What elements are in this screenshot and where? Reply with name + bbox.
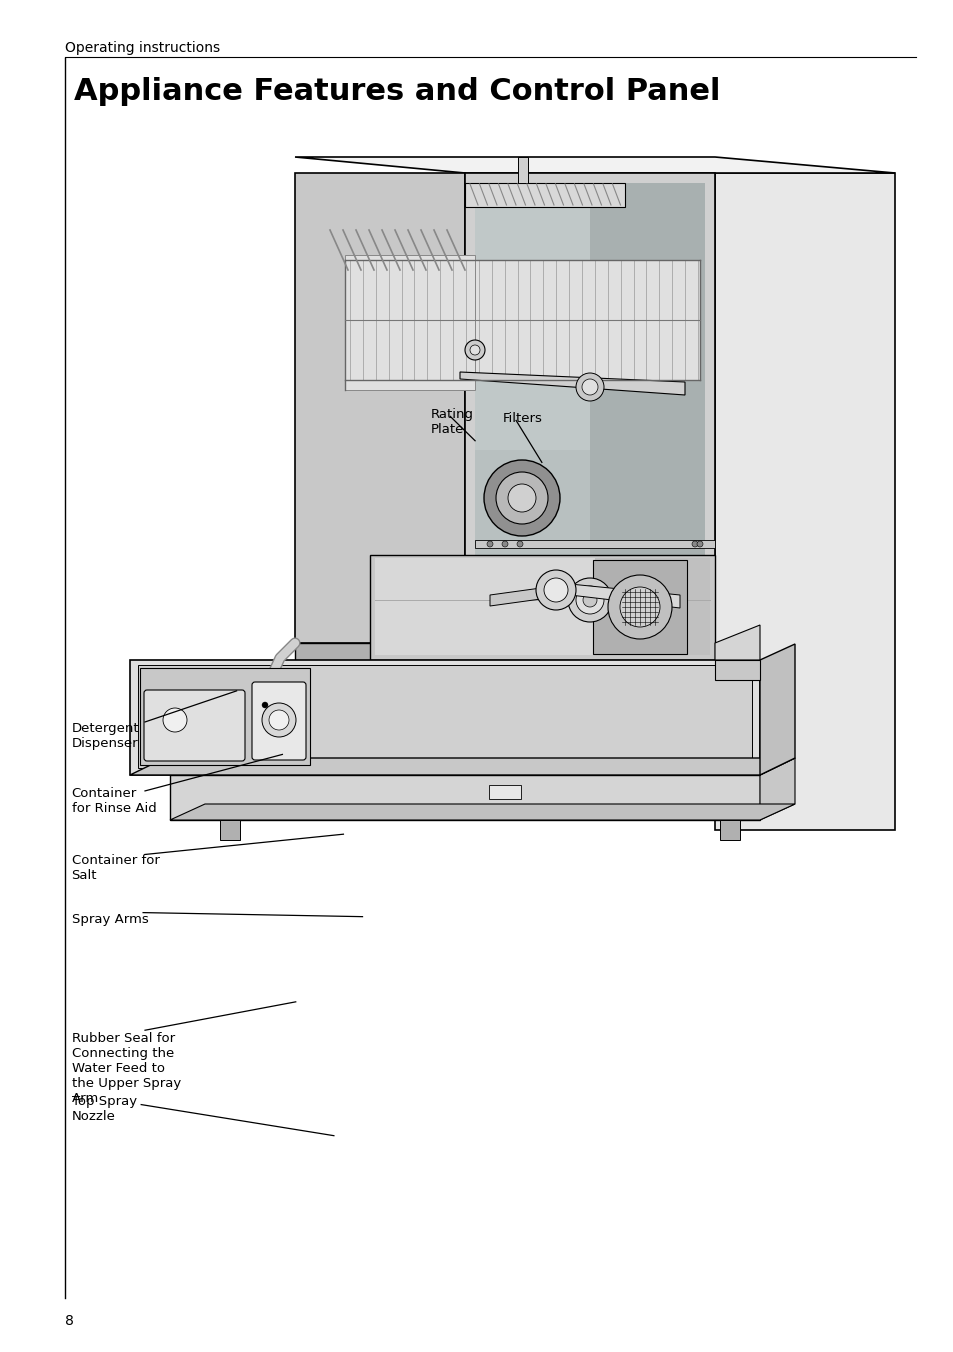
Polygon shape (475, 260, 700, 380)
Circle shape (507, 484, 536, 512)
Circle shape (269, 710, 289, 730)
Text: Operating instructions: Operating instructions (65, 41, 220, 54)
FancyBboxPatch shape (593, 560, 686, 654)
Polygon shape (294, 644, 714, 665)
Polygon shape (170, 804, 794, 821)
Polygon shape (475, 183, 704, 635)
Polygon shape (714, 660, 760, 680)
Circle shape (536, 571, 576, 610)
Polygon shape (220, 821, 240, 840)
Circle shape (607, 575, 671, 639)
Polygon shape (714, 625, 760, 660)
Text: Container
for Rinse Aid: Container for Rinse Aid (71, 787, 156, 815)
Circle shape (464, 339, 484, 360)
Circle shape (483, 460, 559, 535)
Polygon shape (720, 821, 740, 840)
Circle shape (581, 379, 598, 395)
Polygon shape (170, 775, 760, 821)
Circle shape (582, 594, 597, 607)
Polygon shape (595, 558, 709, 654)
Polygon shape (130, 660, 760, 775)
Circle shape (470, 345, 479, 356)
Polygon shape (130, 758, 794, 775)
Text: 8: 8 (65, 1314, 73, 1328)
Circle shape (567, 579, 612, 622)
FancyBboxPatch shape (252, 681, 306, 760)
Circle shape (163, 708, 187, 731)
FancyBboxPatch shape (144, 690, 245, 761)
Polygon shape (464, 173, 714, 644)
Text: Rubber Seal for
Connecting the
Water Feed to
the Upper Spray
Arm: Rubber Seal for Connecting the Water Fee… (71, 1032, 181, 1105)
Polygon shape (345, 256, 475, 389)
Polygon shape (459, 372, 684, 395)
Circle shape (262, 702, 268, 708)
Polygon shape (760, 644, 794, 775)
Text: Detergent
Dispenser: Detergent Dispenser (71, 722, 139, 750)
Polygon shape (294, 157, 894, 173)
Polygon shape (475, 539, 714, 548)
FancyBboxPatch shape (489, 786, 520, 799)
Polygon shape (490, 584, 569, 606)
Circle shape (517, 541, 522, 548)
Circle shape (262, 703, 295, 737)
Polygon shape (370, 556, 714, 660)
Text: Container for
Salt: Container for Salt (71, 854, 159, 883)
Circle shape (576, 585, 603, 614)
Circle shape (619, 587, 659, 627)
Circle shape (691, 541, 698, 548)
Circle shape (697, 541, 702, 548)
Text: Top Spray
Nozzle: Top Spray Nozzle (71, 1095, 136, 1124)
Polygon shape (714, 173, 894, 830)
Polygon shape (517, 157, 527, 183)
Text: Spray Arms: Spray Arms (71, 913, 148, 926)
Circle shape (576, 373, 603, 402)
Text: Appliance Features and Control Panel: Appliance Features and Control Panel (74, 77, 720, 105)
Text: Rating
Plate: Rating Plate (431, 408, 474, 437)
Circle shape (486, 541, 493, 548)
Polygon shape (140, 668, 310, 765)
Polygon shape (569, 584, 679, 608)
Circle shape (496, 472, 547, 525)
Polygon shape (294, 173, 464, 644)
Polygon shape (589, 183, 704, 635)
Circle shape (501, 541, 507, 548)
Text: Filters: Filters (502, 412, 542, 426)
Polygon shape (375, 558, 709, 654)
Polygon shape (464, 183, 624, 207)
Polygon shape (138, 665, 751, 768)
Polygon shape (760, 758, 794, 821)
Polygon shape (475, 183, 704, 450)
Circle shape (543, 579, 567, 602)
